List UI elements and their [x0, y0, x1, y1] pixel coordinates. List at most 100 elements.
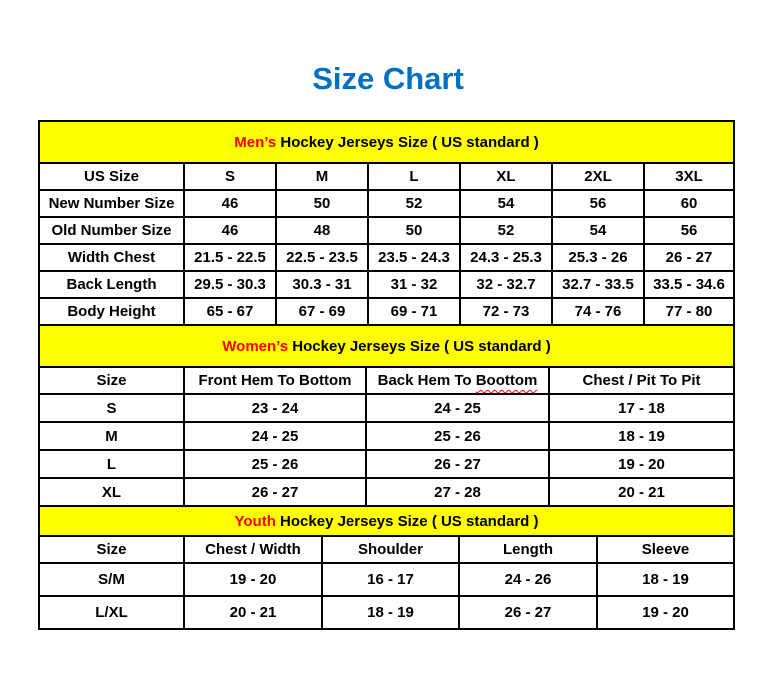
table-row: Body Height 65 - 67 67 - 69 69 - 71 72 -…: [38, 297, 736, 326]
value-cell: 26 - 27: [183, 477, 367, 507]
table-row: L 25 - 26 26 - 27 19 - 20: [38, 449, 736, 479]
misspelled-word: Boottom: [475, 372, 538, 389]
mens-size-table: Men’s Hockey Jerseys Size ( US standard …: [37, 120, 736, 326]
value-cell: 46: [183, 216, 277, 245]
value-cell: 69 - 71: [367, 297, 461, 326]
value-cell: 54: [551, 216, 645, 245]
value-cell: 25.3 - 26: [551, 243, 645, 272]
column-header-cell: Back Hem To Boottom: [365, 366, 550, 395]
value-cell: 26 - 27: [458, 595, 598, 630]
womens-section-header-highlight: Women’s: [222, 337, 289, 355]
youth-section-header: Youth Hockey Jerseys Size ( US standard …: [38, 505, 735, 537]
youth-section-band: Youth Hockey Jerseys Size ( US standard …: [38, 505, 735, 537]
youth-size-table: Youth Hockey Jerseys Size ( US standard …: [38, 505, 735, 630]
womens-section-band: Women’s Hockey Jerseys Size ( US standar…: [37, 324, 736, 368]
row-label-cell: M: [38, 421, 185, 451]
value-cell: 52: [459, 216, 553, 245]
youth-column-header-row: Size Chest / Width Shoulder Length Sleev…: [38, 535, 735, 564]
column-header-cell: 3XL: [642, 162, 736, 191]
value-cell: 20 - 21: [183, 595, 323, 630]
mens-column-header-row: US Size S M L XL 2XL 3XL: [38, 162, 736, 191]
value-cell: 72 - 73: [459, 297, 553, 326]
womens-column-header-row: Size Front Hem To Bottom Back Hem To Boo…: [38, 366, 736, 395]
value-cell: 65 - 67: [183, 297, 277, 326]
column-header-text: Back Hem To: [377, 372, 476, 389]
column-header-cell: L: [367, 162, 461, 191]
value-cell: 19 - 20: [547, 449, 736, 479]
value-cell: 46: [183, 189, 277, 218]
value-cell: 24 - 25: [183, 421, 367, 451]
column-header-cell: XL: [459, 162, 553, 191]
value-cell: 25 - 26: [365, 421, 550, 451]
column-header-cell: Chest / Pit To Pit: [547, 366, 736, 395]
column-header-cell: Size: [38, 366, 185, 395]
mens-section-header: Men’s Hockey Jerseys Size ( US standard …: [37, 120, 736, 164]
value-cell: 23 - 24: [183, 393, 367, 423]
value-cell: 19 - 20: [596, 595, 735, 630]
value-cell: 18 - 19: [596, 562, 735, 597]
value-cell: 52: [367, 189, 461, 218]
table-row: L/XL 20 - 21 18 - 19 26 - 27 19 - 20: [38, 595, 735, 630]
value-cell: 50: [275, 189, 369, 218]
value-cell: 60: [642, 189, 736, 218]
column-header-cell: 2XL: [551, 162, 645, 191]
womens-section-header-rest: Hockey Jerseys Size ( US standard ): [288, 337, 551, 355]
value-cell: 18 - 19: [321, 595, 460, 630]
row-label-cell: Body Height: [38, 297, 185, 326]
table-row: S/M 19 - 20 16 - 17 24 - 26 18 - 19: [38, 562, 735, 597]
value-cell: 33.5 - 34.6: [642, 270, 736, 299]
youth-section-header-rest: Hockey Jerseys Size ( US standard ): [275, 512, 539, 530]
value-cell: 26 - 27: [642, 243, 736, 272]
value-cell: 48: [275, 216, 369, 245]
mens-section-header-rest: Hockey Jerseys Size ( US standard ): [276, 133, 539, 151]
value-cell: 24 - 25: [365, 393, 550, 423]
value-cell: 25 - 26: [183, 449, 367, 479]
column-header-cell: Front Hem To Bottom: [183, 366, 367, 395]
value-cell: 16 - 17: [321, 562, 460, 597]
column-header-cell: Chest / Width: [183, 535, 323, 564]
row-label-cell: S: [38, 393, 185, 423]
value-cell: 18 - 19: [547, 421, 736, 451]
row-label-cell: New Number Size: [38, 189, 185, 218]
table-row: Width Chest 21.5 - 22.5 22.5 - 23.5 23.5…: [38, 243, 736, 272]
mens-section-band: Men’s Hockey Jerseys Size ( US standard …: [37, 120, 736, 164]
value-cell: 67 - 69: [275, 297, 369, 326]
value-cell: 24.3 - 25.3: [459, 243, 553, 272]
column-header-cell: Shoulder: [321, 535, 460, 564]
value-cell: 32 - 32.7: [459, 270, 553, 299]
value-cell: 17 - 18: [547, 393, 736, 423]
value-cell: 27 - 28: [365, 477, 550, 507]
mens-section-header-highlight: Men’s: [234, 133, 277, 151]
row-label-cell: S/M: [38, 562, 185, 597]
column-header-cell: US Size: [38, 162, 185, 191]
column-header-cell: Size: [38, 535, 185, 564]
column-header-cell: Length: [458, 535, 598, 564]
value-cell: 30.3 - 31: [275, 270, 369, 299]
womens-section-header: Women’s Hockey Jerseys Size ( US standar…: [37, 324, 736, 368]
value-cell: 23.5 - 24.3: [367, 243, 461, 272]
value-cell: 21.5 - 22.5: [183, 243, 277, 272]
youth-section-header-highlight: Youth: [234, 512, 276, 530]
table-row: M 24 - 25 25 - 26 18 - 19: [38, 421, 736, 451]
table-row: XL 26 - 27 27 - 28 20 - 21: [38, 477, 736, 507]
value-cell: 20 - 21: [547, 477, 736, 507]
value-cell: 31 - 32: [367, 270, 461, 299]
column-header-cell: S: [183, 162, 277, 191]
column-header-cell: Sleeve: [596, 535, 735, 564]
row-label-cell: Old Number Size: [38, 216, 185, 245]
value-cell: 32.7 - 33.5: [551, 270, 645, 299]
value-cell: 29.5 - 30.3: [183, 270, 277, 299]
row-label-cell: L/XL: [38, 595, 185, 630]
value-cell: 19 - 20: [183, 562, 323, 597]
value-cell: 54: [459, 189, 553, 218]
row-label-cell: Back Length: [38, 270, 185, 299]
womens-size-table: Women’s Hockey Jerseys Size ( US standar…: [37, 324, 736, 507]
column-header-cell: M: [275, 162, 369, 191]
page-title: Size Chart: [312, 61, 464, 96]
table-row: New Number Size 46 50 52 54 56 60: [38, 189, 736, 218]
row-label-cell: L: [38, 449, 185, 479]
value-cell: 22.5 - 23.5: [275, 243, 369, 272]
value-cell: 50: [367, 216, 461, 245]
value-cell: 24 - 26: [458, 562, 598, 597]
table-row: S 23 - 24 24 - 25 17 - 18: [38, 393, 736, 423]
